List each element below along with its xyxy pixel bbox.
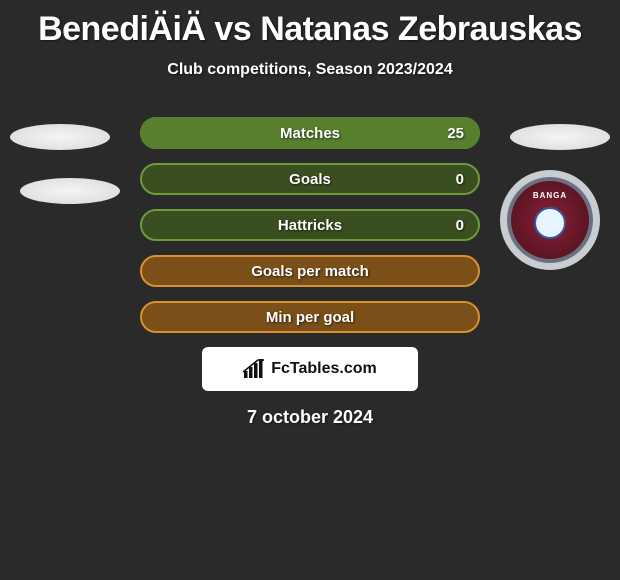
- right-player-avatar-placeholder: [510, 124, 610, 150]
- right-club-badge: BANGA: [500, 170, 600, 270]
- club-badge-inner: BANGA: [507, 177, 593, 263]
- club-badge-name: BANGA: [533, 191, 567, 200]
- page-title: BenediÄiÄ vs Natanas Zebrauskas: [0, 0, 620, 49]
- stat-label: Goals: [289, 171, 331, 188]
- bar-chart-icon: [243, 359, 267, 379]
- stat-label: Matches: [280, 125, 340, 142]
- stat-bar-goals: Goals 0: [140, 163, 480, 195]
- stat-value-right: 0: [456, 171, 464, 188]
- brand-text: FcTables.com: [271, 360, 377, 378]
- stat-label: Hattricks: [278, 217, 342, 234]
- stat-bar-goals-per-match: Goals per match: [140, 255, 480, 287]
- stat-label: Min per goal: [266, 309, 354, 326]
- stat-bar-hattricks: Hattricks 0: [140, 209, 480, 241]
- left-player-avatar-placeholder: [10, 124, 110, 150]
- left-club-avatar-placeholder: [20, 178, 120, 204]
- brand-box: FcTables.com: [202, 347, 418, 391]
- stat-bar-min-per-goal: Min per goal: [140, 301, 480, 333]
- footer-date: 7 october 2024: [0, 407, 620, 428]
- page-subtitle: Club competitions, Season 2023/2024: [0, 61, 620, 79]
- comparison-bars: Matches 25 Goals 0 Hattricks 0 Goals per match…: [140, 117, 480, 333]
- stat-bar-matches: Matches 25: [140, 117, 480, 149]
- soccer-ball-icon: [534, 207, 566, 239]
- stat-value-right: 0: [456, 217, 464, 234]
- stat-value-right: 25: [447, 125, 464, 142]
- stat-label: Goals per match: [251, 263, 369, 280]
